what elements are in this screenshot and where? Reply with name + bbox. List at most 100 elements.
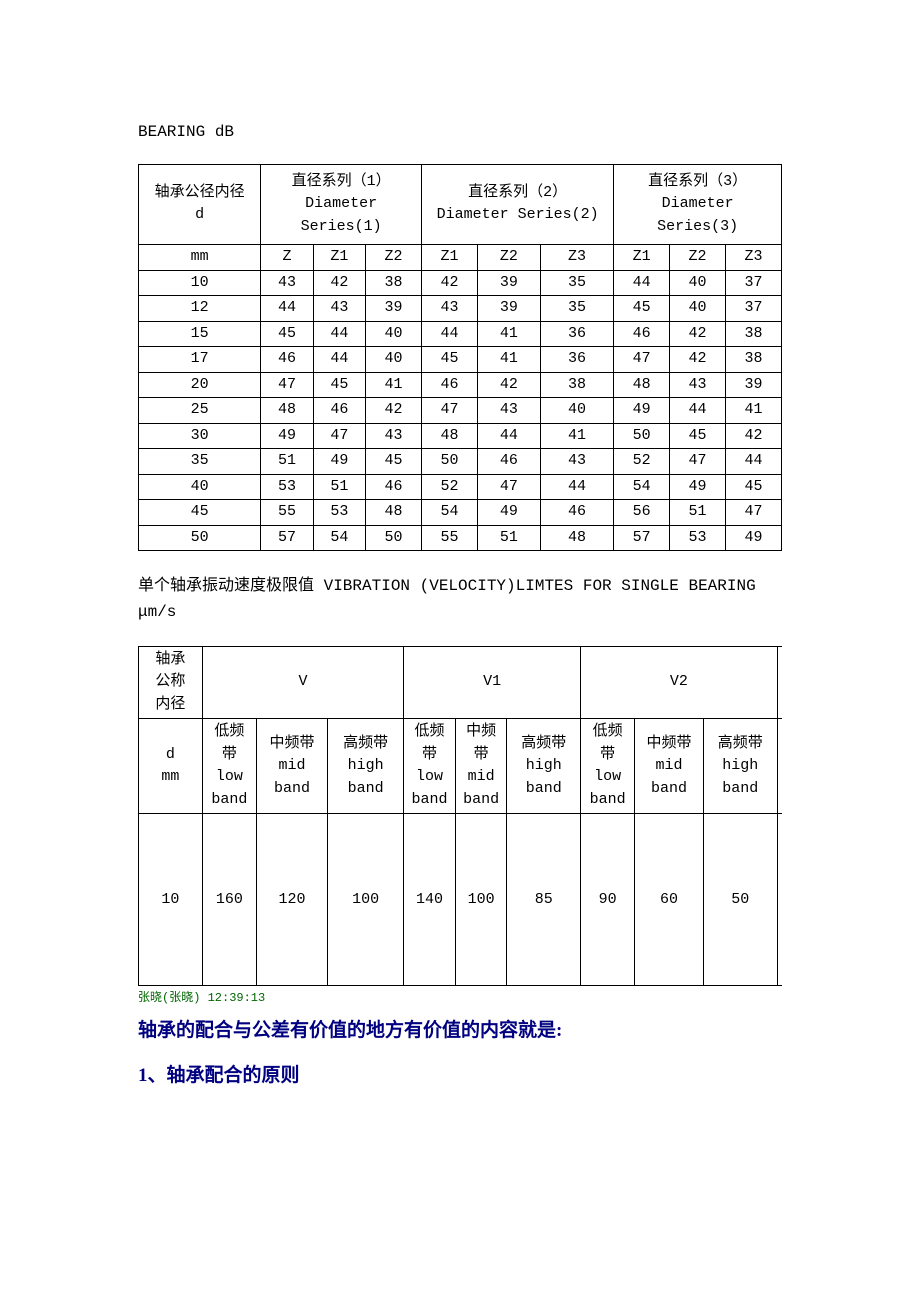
table-row: 30494743484441504542 <box>139 423 782 449</box>
table-cell: 50 <box>422 449 478 475</box>
table-cell: 25 <box>139 398 261 424</box>
table-cell: 50 <box>614 423 670 449</box>
t1-unit-cell: Z <box>261 245 313 271</box>
table-cell: 46 <box>313 398 365 424</box>
t1-series-3: 直径系列（3）Diameter Series(3) <box>614 164 782 245</box>
table-cell: 48 <box>422 423 478 449</box>
table-cell: 43 <box>422 296 478 322</box>
t2-subheader: 低频带lowband <box>404 719 456 814</box>
table-cell: 45 <box>422 347 478 373</box>
table-cell: 44 <box>726 449 782 475</box>
t2-cell: 50 <box>703 814 777 986</box>
table-cell: 50 <box>366 525 422 551</box>
table-vibration: 轴承公称内径 V V1 V2 dmm低频带lowband中频带midband高频… <box>138 646 782 986</box>
table-cell: 39 <box>366 296 422 322</box>
t1-unit-cell: Z1 <box>614 245 670 271</box>
table-cell: 47 <box>726 500 782 526</box>
t1-unit-cell: Z3 <box>540 245 613 271</box>
table-cell: 45 <box>614 296 670 322</box>
table-cell: 48 <box>540 525 613 551</box>
section-subtitle: 1、轴承配合的原则 <box>138 1060 782 1087</box>
table-cell: 46 <box>477 449 540 475</box>
table-cell: 48 <box>614 372 670 398</box>
table-row: 17464440454136474238 <box>139 347 782 373</box>
table-cell: 49 <box>726 525 782 551</box>
table-cell: 49 <box>614 398 670 424</box>
table-cell: 46 <box>366 474 422 500</box>
table-bearing-db: 轴承公径内径d 直径系列（1）DiameterSeries(1) 直径系列（2）… <box>138 164 782 552</box>
table-cell: 54 <box>313 525 365 551</box>
table-row: 20474541464238484339 <box>139 372 782 398</box>
table-cell: 20 <box>139 372 261 398</box>
table-cell: 37 <box>726 296 782 322</box>
t2-cell: 55 <box>777 814 782 986</box>
table-cell: 49 <box>313 449 365 475</box>
table-cell: 10 <box>139 270 261 296</box>
table-cell: 45 <box>670 423 726 449</box>
t1-series-2: 直径系列（2）Diameter Series(2) <box>422 164 614 245</box>
table-row: 10434238423935444037 <box>139 270 782 296</box>
table-cell: 55 <box>261 500 313 526</box>
table-cell: 57 <box>614 525 670 551</box>
t2-cell: 10 <box>139 814 203 986</box>
table-cell: 42 <box>422 270 478 296</box>
table-cell: 43 <box>366 423 422 449</box>
table-cell: 40 <box>139 474 261 500</box>
table-cell: 45 <box>726 474 782 500</box>
table-cell: 36 <box>540 347 613 373</box>
t2-cell: 100 <box>455 814 507 986</box>
t2-cell: 160 <box>202 814 256 986</box>
table-cell: 41 <box>540 423 613 449</box>
table-row: 50575450555148575349 <box>139 525 782 551</box>
t2-subheader: 高频带highband <box>328 719 404 814</box>
table-row: 15454440444136464238 <box>139 321 782 347</box>
table-cell: 47 <box>422 398 478 424</box>
table-cell: 41 <box>726 398 782 424</box>
table-cell: 17 <box>139 347 261 373</box>
table-cell: 39 <box>477 270 540 296</box>
table-cell: 54 <box>422 500 478 526</box>
table-cell: 49 <box>261 423 313 449</box>
table-cell: 51 <box>670 500 726 526</box>
t2-top-v2: V2 <box>581 646 777 719</box>
t2-subheader: 低频带lowband <box>581 719 635 814</box>
table-row: 25484642474340494441 <box>139 398 782 424</box>
table-cell: 46 <box>614 321 670 347</box>
table-row: 40535146524744544945 <box>139 474 782 500</box>
table-cell: 48 <box>366 500 422 526</box>
table-cell: 41 <box>477 321 540 347</box>
table-cell: 40 <box>540 398 613 424</box>
t1-unit-cell: Z2 <box>670 245 726 271</box>
table-cell: 51 <box>261 449 313 475</box>
table-cell: 40 <box>670 270 726 296</box>
t2-cell: 100 <box>328 814 404 986</box>
t1-unit-cell: Z3 <box>726 245 782 271</box>
table-cell: 35 <box>540 296 613 322</box>
table-cell: 54 <box>614 474 670 500</box>
table-cell: 50 <box>139 525 261 551</box>
table-cell: 43 <box>261 270 313 296</box>
table-cell: 37 <box>726 270 782 296</box>
t2-subheader: dmm <box>139 719 203 814</box>
table-cell: 44 <box>540 474 613 500</box>
table-cell: 51 <box>477 525 540 551</box>
table-cell: 43 <box>313 296 365 322</box>
table-cell: 52 <box>614 449 670 475</box>
table-cell: 38 <box>540 372 613 398</box>
table-cell: 49 <box>477 500 540 526</box>
table-cell: 43 <box>670 372 726 398</box>
t2-cell: 90 <box>581 814 635 986</box>
t2-subheader: 低频带lowband <box>777 719 782 814</box>
table-cell: 53 <box>313 500 365 526</box>
table-cell: 46 <box>540 500 613 526</box>
table-cell: 48 <box>261 398 313 424</box>
table-cell: 52 <box>422 474 478 500</box>
table-cell: 35 <box>139 449 261 475</box>
t2-subheader: 高频带highband <box>703 719 777 814</box>
t2-cell: 85 <box>507 814 581 986</box>
table-cell: 39 <box>726 372 782 398</box>
subtitle: 单个轴承振动速度极限值 VIBRATION (VELOCITY)LIMTES F… <box>138 573 782 626</box>
t2-subheader: 低频带lowband <box>202 719 256 814</box>
table-row: 12444339433935454037 <box>139 296 782 322</box>
table-cell: 45 <box>261 321 313 347</box>
